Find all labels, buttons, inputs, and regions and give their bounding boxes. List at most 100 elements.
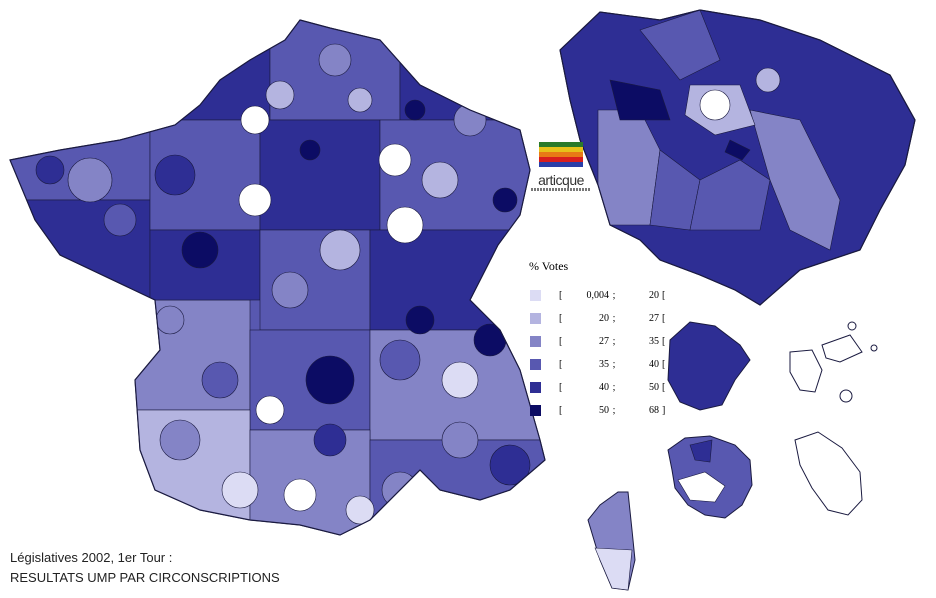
guyane-shape bbox=[667, 321, 751, 411]
legend-close: [ bbox=[662, 359, 666, 370]
legend-swatch bbox=[530, 382, 541, 393]
legend-open: [ bbox=[559, 313, 563, 324]
constituency-cell bbox=[221, 471, 259, 509]
constituency-cell bbox=[421, 161, 459, 199]
legend-high: 68 bbox=[649, 405, 659, 416]
guadeloupe-shape bbox=[789, 349, 823, 393]
legend-high: 40 bbox=[649, 359, 659, 370]
legend-open: [ bbox=[559, 382, 563, 393]
constituency-cell bbox=[492, 187, 518, 213]
constituency-cell bbox=[67, 157, 113, 203]
constituency-cell bbox=[240, 105, 270, 135]
logo-underline bbox=[531, 188, 591, 191]
legend-swatch bbox=[530, 313, 541, 324]
legend-high: 50 bbox=[649, 382, 659, 393]
legend-close: [ bbox=[662, 290, 666, 301]
legend-open: [ bbox=[559, 405, 563, 416]
legend-swatch bbox=[530, 405, 541, 416]
legend-sep: ; bbox=[612, 382, 616, 393]
constituency-cell bbox=[305, 355, 355, 405]
constituency-cell bbox=[689, 159, 771, 231]
map-legend: % Votes [0,004; 20[[20; 27[[27; 35[[35; 40[[… bbox=[526, 258, 676, 422]
constituency-cell bbox=[441, 421, 479, 459]
constituency-cell bbox=[453, 103, 487, 137]
guadeloupe-islet bbox=[870, 344, 878, 352]
legend-sep: ; bbox=[612, 336, 616, 347]
constituency-cell bbox=[181, 231, 219, 269]
constituency-cell bbox=[677, 471, 726, 503]
logo-wordmark: articque bbox=[538, 172, 584, 188]
legend-low: 0,004 bbox=[586, 290, 610, 301]
constituency-cell bbox=[441, 361, 479, 399]
legend-high: 35 bbox=[649, 336, 659, 347]
caption-line-1: Législatives 2002, 1er Tour : bbox=[10, 550, 173, 565]
legend-high: 27 bbox=[649, 313, 659, 324]
legend-row: [40; 50[ bbox=[526, 376, 676, 399]
constituency-cell bbox=[699, 89, 731, 121]
constituency-cell bbox=[159, 419, 201, 461]
constituency-cell bbox=[271, 271, 309, 309]
legend-low: 35 bbox=[599, 359, 609, 370]
constituency-cell bbox=[265, 80, 295, 110]
mainland-france-outline bbox=[9, 19, 546, 536]
corse-inset bbox=[587, 491, 636, 591]
legend-swatch bbox=[530, 359, 541, 370]
guyane-inset bbox=[667, 321, 751, 411]
legend-open: [ bbox=[559, 290, 563, 301]
constituency-cell bbox=[299, 139, 321, 161]
legend-low: 27 bbox=[599, 336, 609, 347]
legend-row: [27; 35[ bbox=[526, 330, 676, 353]
ile-de-france-outline bbox=[559, 9, 916, 306]
constituency-cell bbox=[259, 119, 381, 231]
constituency-cell bbox=[201, 361, 239, 399]
reunion-inset bbox=[667, 435, 753, 519]
mainland-france-map bbox=[9, 19, 546, 536]
guadeloupe-inset bbox=[789, 321, 878, 403]
legend-close: [ bbox=[662, 382, 666, 393]
legend-row: [35; 40[ bbox=[526, 353, 676, 376]
constituency-cell bbox=[35, 155, 65, 185]
legend-open: [ bbox=[559, 336, 563, 347]
constituency-cell bbox=[369, 229, 541, 331]
constituency-cell bbox=[386, 206, 424, 244]
legend-close: ] bbox=[662, 405, 666, 416]
constituency-cell bbox=[345, 495, 375, 525]
legend-close: [ bbox=[662, 313, 666, 324]
legend-low: 40 bbox=[599, 382, 609, 393]
legend-close: [ bbox=[662, 336, 666, 347]
constituency-cell bbox=[405, 305, 435, 335]
constituency-cell bbox=[378, 143, 412, 177]
constituency-cell bbox=[154, 154, 196, 196]
constituency-cell bbox=[594, 547, 633, 591]
martinique-shape bbox=[794, 431, 863, 516]
constituency-cell bbox=[489, 444, 531, 486]
constituency-cell bbox=[689, 439, 713, 463]
legend-sep: ; bbox=[612, 313, 616, 324]
legend-row: [20; 27[ bbox=[526, 307, 676, 330]
martinique-inset bbox=[794, 431, 863, 516]
constituency-cell bbox=[319, 229, 361, 271]
constituency-cell bbox=[347, 87, 373, 113]
guadeloupe-shape-east bbox=[821, 334, 863, 363]
legend-open: [ bbox=[559, 359, 563, 370]
guadeloupe-islet bbox=[839, 389, 853, 403]
constituency-cell bbox=[238, 183, 272, 217]
caption-line-2: RESULTATS UMP PAR CIRCONSCRIPTIONS bbox=[10, 570, 280, 585]
constituency-cell bbox=[724, 139, 751, 161]
constituency-cell bbox=[255, 395, 285, 425]
map-caption: Législatives 2002, 1er Tour : RESULTATS … bbox=[10, 548, 280, 588]
constituency-cell bbox=[155, 305, 185, 335]
constituency-cell bbox=[318, 43, 352, 77]
legend-row: [50; 68] bbox=[526, 399, 676, 422]
legend-sep: ; bbox=[612, 290, 616, 301]
legend-swatch bbox=[530, 290, 541, 301]
constituency-cell bbox=[473, 323, 507, 357]
constituency-cell bbox=[149, 20, 271, 121]
constituency-cell bbox=[103, 203, 137, 237]
guadeloupe-islet bbox=[847, 321, 857, 331]
legend-sep: ; bbox=[612, 359, 616, 370]
constituency-cell bbox=[379, 339, 421, 381]
constituency-cell bbox=[313, 423, 347, 457]
legend-sep: ; bbox=[612, 405, 616, 416]
